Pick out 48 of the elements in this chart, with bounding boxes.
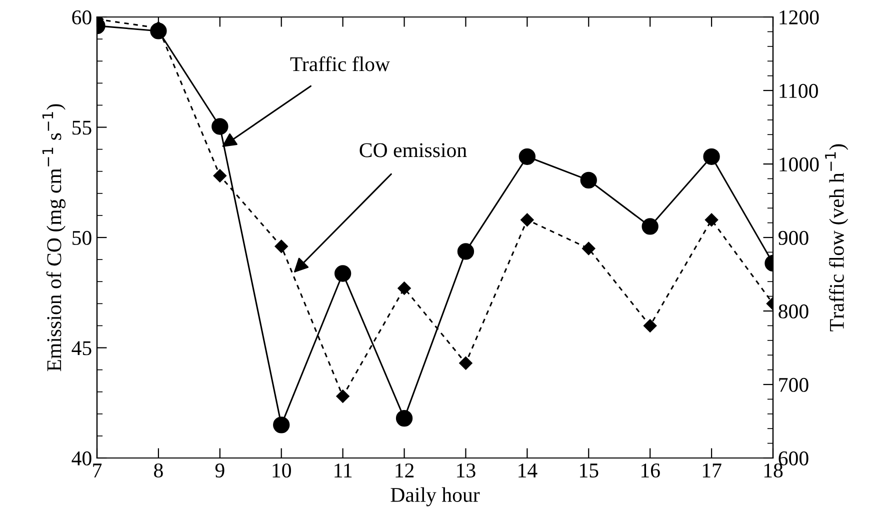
- point: [336, 390, 350, 403]
- y-tick-label: 40: [72, 451, 92, 466]
- annotation: CO emission: [360, 143, 467, 158]
- y-tick-label: 50: [72, 230, 92, 245]
- point: [457, 243, 474, 260]
- point: [396, 410, 413, 427]
- y2-tick-label: 1000: [780, 157, 819, 172]
- x-tick-label: 12: [396, 464, 414, 478]
- point: [518, 148, 536, 165]
- point: [274, 240, 288, 253]
- annotation: Traffic flow: [290, 56, 390, 72]
- point: [642, 218, 658, 235]
- x-tick-label: 9: [215, 464, 224, 478]
- point: [398, 282, 411, 295]
- x-tick-label: 16: [642, 464, 660, 478]
- x-tick-label: 13: [457, 464, 476, 478]
- x-axis-title: Daily hour: [390, 487, 480, 506]
- point: [150, 22, 167, 40]
- y-tick-label: 55: [72, 120, 92, 135]
- y2-tick-label: 900: [778, 230, 808, 245]
- y-axis-title: Emission of CO (mg cm$^{−1}$ s$^{−1}$): [42, 104, 66, 372]
- point: [213, 169, 226, 182]
- y2-tick-label: 600: [778, 451, 808, 466]
- y-tick-label: 45: [72, 341, 92, 356]
- point: [212, 118, 228, 135]
- x-tick-label: 11: [334, 464, 352, 478]
- point: [273, 416, 290, 434]
- point: [459, 356, 472, 370]
- y2-tick-label: 700: [779, 378, 808, 392]
- x-tick-label: 17: [702, 464, 722, 478]
- x-tick-label: 15: [580, 464, 598, 478]
- y-tick-label: 60: [72, 10, 92, 24]
- x-tick-label: 10: [272, 463, 291, 478]
- y2-tick-label: 1100: [780, 84, 818, 98]
- point: [580, 172, 597, 189]
- point: [704, 213, 718, 226]
- x-tick-label: 8: [154, 463, 163, 478]
- x-tick-label: 7: [93, 464, 102, 478]
- point: [703, 148, 720, 165]
- x-tick-label: 18: [764, 463, 783, 478]
- point: [520, 213, 534, 226]
- point: [582, 242, 596, 256]
- point: [334, 265, 352, 282]
- y2-tick-label: 800: [778, 304, 808, 318]
- y2-axis-title: Traffic flow (veh h$^{−1}$): [825, 144, 848, 332]
- y2-tick-label: 1200: [780, 10, 819, 24]
- x-tick-label: 14: [518, 464, 538, 478]
- point: [644, 319, 657, 332]
